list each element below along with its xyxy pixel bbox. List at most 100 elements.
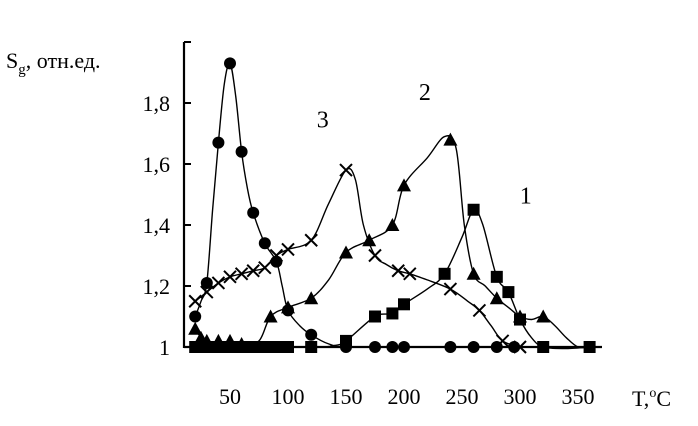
data-point-circle bbox=[270, 255, 283, 268]
axes bbox=[182, 42, 602, 349]
data-point-x-stroke bbox=[223, 270, 237, 284]
x-tick-label: 250 bbox=[446, 384, 479, 409]
data-point-x-stroke bbox=[391, 264, 405, 278]
data-point-triangle bbox=[443, 132, 458, 146]
data-point-square bbox=[490, 270, 503, 283]
data-point-triangle bbox=[385, 218, 400, 231]
x-tick-label: 200 bbox=[388, 384, 421, 409]
data-point-x bbox=[304, 233, 318, 247]
data-point-x-stroke bbox=[234, 267, 249, 281]
data-point-square bbox=[537, 341, 550, 353]
data-point-x bbox=[211, 276, 226, 290]
series-4 bbox=[189, 57, 521, 353]
y-axis-title-sub: g bbox=[18, 62, 26, 78]
data-point-square bbox=[502, 286, 515, 299]
x-axis-title-sup: o bbox=[649, 386, 656, 401]
data-point-circle bbox=[444, 341, 457, 353]
data-point-triangle bbox=[199, 333, 214, 347]
series-2 bbox=[188, 132, 590, 350]
data-point-square bbox=[438, 267, 451, 280]
data-point-circle bbox=[508, 341, 521, 353]
data-point-x bbox=[246, 264, 260, 278]
y-tick-label: 1,2 bbox=[143, 274, 171, 299]
data-point-x-stroke bbox=[246, 264, 260, 278]
y-axis-title-main: S bbox=[6, 48, 18, 73]
data-point-triangle bbox=[397, 178, 411, 192]
data-point-x-stroke bbox=[368, 248, 382, 263]
x-tick-label: 100 bbox=[272, 384, 305, 409]
data-point-circle bbox=[398, 341, 410, 353]
data-point-triangle bbox=[513, 309, 527, 323]
data-point-circle bbox=[258, 237, 271, 250]
x-tick-label: 50 bbox=[219, 384, 241, 409]
data-point-circle bbox=[224, 57, 236, 70]
data-point-triangle bbox=[223, 333, 237, 347]
data-point-circle bbox=[340, 341, 352, 353]
data-point-circle bbox=[212, 136, 225, 149]
x-axis-title: T,oC bbox=[632, 386, 671, 411]
data-point-x-stroke bbox=[339, 163, 353, 177]
data-point-triangle bbox=[339, 245, 353, 259]
series-line-3 bbox=[194, 167, 521, 348]
data-point-x bbox=[443, 282, 458, 296]
data-point-square bbox=[282, 341, 294, 353]
data-point-circle bbox=[247, 206, 260, 219]
curve-label-2: 2 bbox=[419, 80, 431, 106]
data-point-square bbox=[398, 298, 410, 311]
data-point-triangle bbox=[263, 309, 278, 323]
data-point-x-stroke bbox=[200, 285, 214, 299]
data-point-circle bbox=[369, 341, 381, 353]
y-tick-label: 1,6 bbox=[143, 152, 171, 177]
data-point-x bbox=[223, 270, 237, 284]
y-axis-title-rest: , отн.ед. bbox=[26, 48, 101, 73]
x-axis-title-main: T, bbox=[632, 386, 649, 411]
data-point-triangle bbox=[188, 321, 203, 335]
data-point-triangle bbox=[466, 266, 481, 280]
y-ticks: 1 1,2 1,4 1,6 1,8 bbox=[143, 41, 191, 360]
curve-label-1: 1 bbox=[520, 184, 532, 210]
data-point-x bbox=[339, 163, 353, 177]
data-point-x-stroke bbox=[281, 242, 295, 257]
data-point-circle bbox=[282, 304, 294, 317]
data-point-circle bbox=[490, 341, 503, 353]
data-point-triangle bbox=[536, 309, 551, 323]
data-point-x-stroke bbox=[211, 276, 226, 290]
data-point-triangle bbox=[489, 291, 504, 305]
data-point-square bbox=[386, 307, 399, 320]
data-point-x bbox=[281, 242, 295, 257]
x-axis-title-unit: C bbox=[656, 386, 671, 411]
data-point-x bbox=[368, 248, 382, 263]
data-point-square bbox=[305, 341, 318, 353]
y-tick-label: 1,4 bbox=[143, 213, 171, 238]
data-point-circle bbox=[467, 341, 480, 353]
y-axis-title: Sg, отн.ед. bbox=[6, 48, 101, 78]
y-tick-label: 1,8 bbox=[143, 91, 171, 116]
data-point-x-stroke bbox=[188, 294, 202, 308]
curve-labels: 4 3 2 1 bbox=[224, 0, 532, 210]
series-line-4 bbox=[194, 62, 515, 348]
data-point-x-stroke bbox=[472, 303, 487, 318]
data-point-circle bbox=[200, 276, 213, 289]
curve-label-3: 3 bbox=[317, 107, 329, 133]
data-point-x-stroke bbox=[258, 260, 272, 275]
data-point-triangle bbox=[234, 336, 249, 350]
data-point-square bbox=[369, 310, 381, 323]
x-ticks: 50 100 150 200 250 300 350 bbox=[219, 384, 595, 409]
data-point-square bbox=[270, 341, 283, 353]
data-point-x-stroke bbox=[403, 267, 417, 281]
x-tick-label: 150 bbox=[330, 384, 363, 409]
data-point-x-stroke bbox=[304, 233, 318, 247]
data-point-x bbox=[200, 285, 214, 299]
data-point-x bbox=[258, 260, 272, 275]
data-point-x-stroke bbox=[443, 282, 458, 296]
data-point-x bbox=[472, 303, 487, 318]
series-group bbox=[188, 57, 596, 354]
x-tick-label: 300 bbox=[504, 384, 537, 409]
data-point-circle bbox=[305, 328, 318, 341]
data-point-x bbox=[391, 264, 405, 278]
curve-label-4: 4 bbox=[224, 0, 236, 2]
data-point-circle bbox=[386, 341, 399, 353]
data-point-circle bbox=[235, 145, 248, 158]
series-3 bbox=[188, 163, 527, 354]
